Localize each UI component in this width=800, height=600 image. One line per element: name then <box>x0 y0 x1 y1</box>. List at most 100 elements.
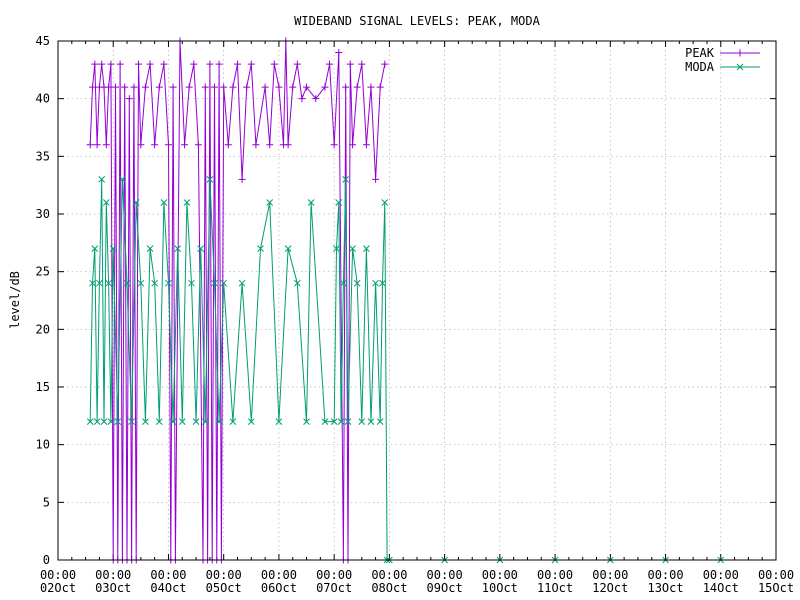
y-tick-label: 20 <box>36 322 50 336</box>
data-point-moda <box>367 418 375 425</box>
data-point-moda <box>335 199 343 206</box>
x-tick-time-label: 00:00 <box>758 568 794 582</box>
data-point-moda <box>169 418 177 425</box>
data-point-moda <box>275 418 283 425</box>
data-point-peak <box>215 60 223 68</box>
x-tick-date-label: 09Oct <box>427 581 463 595</box>
y-axis-label: level/dB <box>8 271 22 329</box>
data-point-moda <box>114 418 122 425</box>
data-point-peak <box>185 83 193 91</box>
data-point-peak <box>284 141 292 149</box>
x-tick-date-label: 15Oct <box>758 581 794 595</box>
data-point-moda <box>247 418 255 425</box>
data-point-moda <box>102 199 110 206</box>
data-point-peak <box>298 95 306 103</box>
data-point-peak <box>266 141 274 149</box>
x-tick-date-label: 05Oct <box>206 581 242 595</box>
y-axis-ticks: 0 5 10 15 20 25 30 35 40 45 <box>36 34 776 567</box>
data-point-moda <box>342 176 350 183</box>
data-point-peak <box>372 175 380 183</box>
data-point-peak <box>376 83 384 91</box>
y-tick-label: 10 <box>36 438 50 452</box>
data-point-moda <box>307 199 315 206</box>
y-tick-label: 5 <box>43 495 50 509</box>
data-point-peak <box>346 60 354 68</box>
data-point-moda <box>344 418 352 425</box>
data-point-peak <box>312 95 320 103</box>
data-point-moda <box>91 245 99 252</box>
data-point-moda <box>363 245 370 252</box>
data-point-peak <box>121 83 129 91</box>
data-point-moda <box>349 245 356 252</box>
data-point-moda <box>128 418 135 425</box>
legend-marker-peak <box>736 49 744 57</box>
data-point-peak <box>353 83 361 91</box>
x-tick-date-label: 10Oct <box>482 581 518 595</box>
data-point-peak <box>335 49 343 57</box>
data-point-moda <box>303 418 310 425</box>
x-tick-time-label: 00:00 <box>647 568 683 582</box>
data-point-moda <box>220 279 228 287</box>
data-point-moda <box>330 418 338 425</box>
data-point-peak <box>358 60 366 68</box>
data-point-moda <box>183 199 191 206</box>
data-point-peak <box>381 60 389 68</box>
data-point-moda <box>333 245 340 252</box>
data-point-peak <box>125 95 133 103</box>
x-tick-time-label: 00:00 <box>261 568 297 582</box>
data-point-peak <box>141 83 149 91</box>
data-point-peak <box>261 83 269 91</box>
data-point-moda <box>137 279 145 287</box>
data-point-moda <box>229 418 237 425</box>
data-point-moda <box>146 245 154 252</box>
data-point-peak <box>238 175 246 183</box>
data-point-peak <box>252 141 260 149</box>
data-point-moda <box>160 199 168 206</box>
data-point-moda <box>358 418 366 425</box>
data-point-peak <box>107 60 115 68</box>
x-tick-date-label: 14Oct <box>703 581 739 595</box>
x-tick-date-label: 03Oct <box>95 581 131 595</box>
y-tick-label: 40 <box>36 92 50 106</box>
data-point-peak <box>243 83 251 91</box>
x-tick-date-label: 04Oct <box>150 581 186 595</box>
x-tick-time-label: 00:00 <box>316 568 352 582</box>
x-axis-ticks: 00:0002Oct00:0003Oct00:0004Oct00:0005Oct… <box>40 41 794 595</box>
data-point-moda <box>142 418 149 425</box>
legend-entry-moda: MODA <box>685 60 760 74</box>
x-tick-time-label: 00:00 <box>95 568 131 582</box>
x-tick-date-label: 06Oct <box>261 581 297 595</box>
x-tick-time-label: 00:00 <box>427 568 463 582</box>
data-point-moda <box>100 418 108 425</box>
data-point-moda <box>337 418 345 425</box>
data-point-peak <box>210 83 218 91</box>
legend-peak-marker <box>736 49 744 57</box>
data-point-moda <box>98 176 106 183</box>
x-tick-time-label: 00:00 <box>482 568 518 582</box>
x-tick-date-label: 13Oct <box>647 581 683 595</box>
series-layer <box>86 37 725 564</box>
data-point-peak <box>293 60 301 68</box>
data-point-moda <box>257 245 264 252</box>
data-point-peak <box>190 60 198 68</box>
data-point-peak <box>303 83 311 91</box>
x-tick-time-label: 00:00 <box>703 568 739 582</box>
data-point-peak <box>116 60 124 68</box>
data-point-peak <box>160 60 168 68</box>
data-point-peak <box>270 60 278 68</box>
legend-peak-label: PEAK <box>685 46 715 60</box>
data-point-peak <box>169 83 177 91</box>
data-point-moda <box>206 176 214 183</box>
data-point-moda <box>123 279 131 287</box>
x-tick-time-label: 00:00 <box>40 568 76 582</box>
data-point-moda <box>96 279 103 287</box>
x-tick-date-label: 12Oct <box>592 581 628 595</box>
data-point-moda <box>105 279 112 287</box>
data-point-moda <box>353 279 361 287</box>
data-point-peak <box>247 60 255 68</box>
data-point-moda <box>178 418 186 425</box>
x-tick-time-label: 00:00 <box>537 568 573 582</box>
data-point-peak <box>362 141 370 149</box>
data-point-peak <box>234 60 241 68</box>
data-point-moda <box>201 418 209 425</box>
